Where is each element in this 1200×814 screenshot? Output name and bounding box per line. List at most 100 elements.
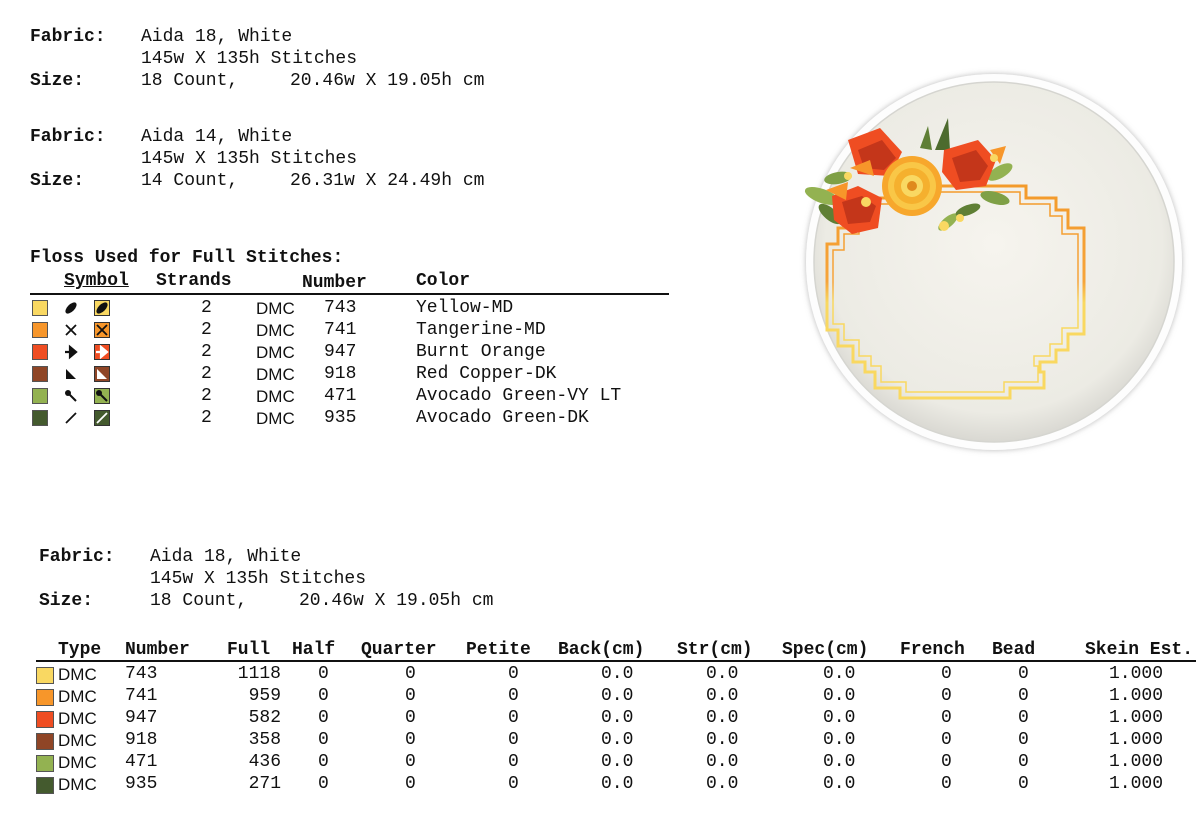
usage-half: 0 [318,774,329,794]
color-swatch [32,410,48,426]
usage-back: 0.0 [601,664,634,684]
usage-spec: 0.0 [823,686,856,706]
color-swatch [32,366,48,382]
floss-color: Burnt Orange [416,342,546,362]
floss-color: Avocado Green-DK [416,408,589,428]
header-rule [30,293,669,295]
usage-spec: 0.0 [823,752,856,772]
floss-strands: 2 [201,298,212,318]
usage-full: 582 [248,708,281,728]
usage-header-10: Bead [992,640,1036,660]
usage-type: DMC [58,687,97,706]
usage-skein: 1.000 [1108,664,1163,684]
count-value: 14 Count, [141,171,239,191]
pin-icon [63,388,79,409]
floss-number: 935 [324,408,357,428]
usage-petite: 0 [508,708,519,728]
count-value: 18 Count, [141,71,239,91]
symbol-chip [94,322,110,338]
color-swatch [32,388,48,404]
usage-type: DMC [58,709,97,728]
fabric-value: Aida 14, White [141,127,293,147]
floss-color: Avocado Green-VY LT [416,386,622,406]
usage-quarter: 0 [405,752,416,772]
usage-petite: 0 [508,664,519,684]
symbol-chip [94,366,110,382]
floss-strands: 2 [201,342,212,362]
usage-header-5: Petite [466,640,531,660]
color-swatch [36,711,54,728]
fabric-value: Aida 18, White [150,547,302,567]
floss-brand: DMC [256,409,295,428]
color-swatch [36,777,54,794]
fabric-label: Fabric: [30,127,106,147]
usage-str: 0.0 [706,730,739,750]
usage-str: 0.0 [706,774,739,794]
usage-bead: 0 [1018,730,1029,750]
usage-type: DMC [58,753,97,772]
usage-header-8: Spec(cm) [782,640,869,660]
floss-number: 947 [324,342,357,362]
arrow-icon [63,344,79,365]
usage-full: 1118 [237,664,281,684]
stitches-value: 145w X 135h Stitches [141,149,358,169]
usage-petite: 0 [508,752,519,772]
oval-icon [63,300,79,321]
floss-color: Red Copper-DK [416,364,557,384]
dims-value: 20.46w X 19.05h cm [299,591,494,611]
usage-french: 0 [941,664,952,684]
slash-icon [63,410,79,431]
fabric-label: Fabric: [39,547,115,567]
usage-type: DMC [58,731,97,750]
usage-str: 0.0 [706,686,739,706]
strands-header: Strands [156,271,232,291]
usage-header-0: Type [58,640,102,660]
usage-half: 0 [318,708,329,728]
usage-bead: 0 [1018,664,1029,684]
dims-value: 26.31w X 24.49h cm [290,171,485,191]
usage-back: 0.0 [601,686,634,706]
usage-number: 743 [125,664,158,684]
usage-skein: 1.000 [1108,774,1163,794]
usage-header-rule [36,660,1196,662]
usage-str: 0.0 [706,708,739,728]
usage-header-11: Skein Est. [1085,640,1194,660]
floss-brand: DMC [256,299,295,318]
usage-half: 0 [318,664,329,684]
floss-strands: 2 [201,320,212,340]
floss-number: 918 [324,364,357,384]
usage-petite: 0 [508,730,519,750]
usage-number: 741 [125,686,158,706]
usage-quarter: 0 [405,774,416,794]
count-value: 18 Count, [150,591,248,611]
usage-quarter: 0 [405,664,416,684]
usage-skein: 1.000 [1108,752,1163,772]
usage-back: 0.0 [601,774,634,794]
usage-full: 271 [248,774,281,794]
usage-french: 0 [941,752,952,772]
usage-back: 0.0 [601,708,634,728]
usage-quarter: 0 [405,686,416,706]
usage-header-3: Half [292,640,336,660]
color-swatch [36,733,54,750]
color-header: Color [416,271,471,291]
floss-strands: 2 [201,364,212,384]
floss-strands: 2 [201,386,212,406]
floss-brand: DMC [256,365,295,384]
floss-brand: DMC [256,321,295,340]
usage-spec: 0.0 [823,730,856,750]
usage-french: 0 [941,730,952,750]
usage-number: 947 [125,708,158,728]
usage-header-2: Full [227,640,271,660]
usage-header-6: Back(cm) [558,640,645,660]
usage-half: 0 [318,752,329,772]
usage-str: 0.0 [706,752,739,772]
symbol-chip [94,300,110,316]
x-icon [63,322,79,343]
usage-number: 935 [125,774,158,794]
stitches-value: 145w X 135h Stitches [150,569,367,589]
floss-title: Floss Used for Full Stitches: [30,248,344,268]
usage-number: 918 [125,730,158,750]
symbol-header: Symbol [64,271,129,291]
usage-full: 358 [248,730,281,750]
